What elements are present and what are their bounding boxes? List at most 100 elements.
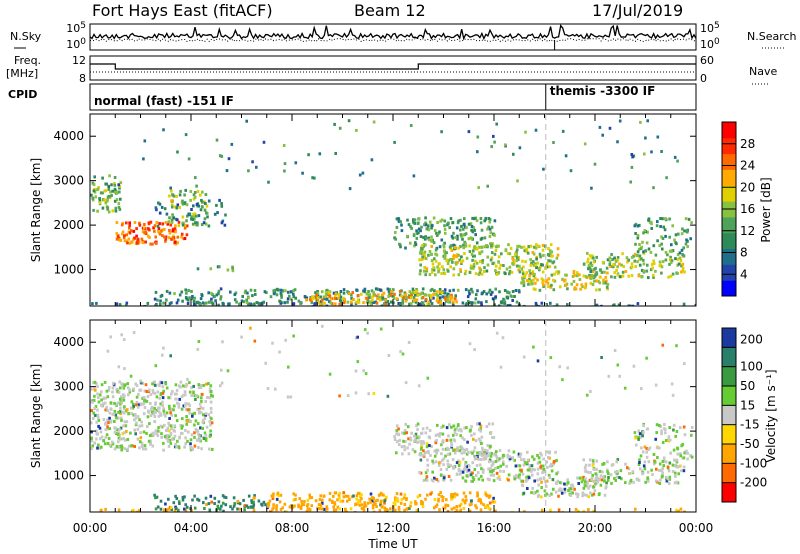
data-cell: [190, 433, 194, 437]
data-cell: [437, 300, 440, 304]
data-cell: [669, 274, 673, 278]
data-cell: [481, 261, 484, 265]
data-cell: [672, 428, 675, 432]
y-tick-label: 4000: [53, 335, 84, 349]
data-cell: [540, 277, 544, 281]
data-cell: [282, 144, 286, 147]
data-cell: [690, 221, 693, 225]
data-cell: [453, 246, 457, 249]
data-cell: [367, 290, 370, 293]
data-cell: [468, 503, 472, 507]
data-cell: [95, 301, 98, 305]
data-cell: [109, 407, 112, 411]
data-cell: [530, 279, 533, 283]
data-cell: [174, 383, 178, 387]
data-cell: [112, 412, 115, 416]
data-cell: [354, 391, 358, 395]
data-cell: [522, 491, 526, 495]
data-cell: [118, 190, 121, 194]
data-cell: [687, 217, 691, 221]
data-cell: [341, 499, 345, 503]
data-cell: [682, 465, 686, 469]
data-cell: [224, 213, 227, 217]
data-cell: [231, 507, 234, 511]
data-cell: [403, 431, 406, 435]
data-cell: [456, 288, 460, 292]
data-cell: [437, 499, 440, 503]
data-cell: [519, 452, 522, 456]
data-cell: [541, 248, 545, 252]
data-cell: [446, 269, 450, 273]
data-cell: [488, 478, 491, 482]
data-cell: [446, 297, 449, 301]
data-cell: [165, 508, 169, 512]
data-cell: [571, 274, 575, 278]
data-cell: [120, 448, 123, 452]
data-cell: [523, 275, 527, 278]
data-cell: [647, 217, 651, 221]
data-cell: [451, 236, 455, 240]
data-cell: [440, 291, 444, 295]
data-cell: [553, 272, 556, 276]
data-cell: [323, 507, 326, 511]
data-cell: [527, 282, 530, 286]
data-cell: [183, 507, 186, 511]
data-cell: [550, 250, 553, 254]
data-cell: [527, 458, 530, 462]
data-cell: [592, 509, 595, 512]
data-cell: [459, 268, 462, 272]
data-cell: [190, 394, 193, 397]
data-cell: [472, 226, 476, 230]
data-cell: [93, 407, 96, 410]
data-cell: [158, 211, 162, 215]
data-cell: [135, 510, 139, 512]
data-cell: [557, 272, 560, 275]
data-cell: [313, 176, 316, 180]
data-cell: [471, 451, 474, 455]
data-cell: [404, 292, 408, 296]
data-cell: [436, 423, 439, 427]
data-cell: [641, 240, 644, 244]
data-cell: [552, 288, 556, 292]
data-cell: [456, 221, 460, 225]
data-cell: [231, 269, 235, 273]
data-cell: [450, 441, 453, 445]
data-cell: [121, 232, 124, 236]
data-cell: [251, 160, 254, 164]
data-cell: [397, 507, 401, 511]
data-cell: [209, 407, 213, 410]
data-cell: [380, 504, 384, 508]
data-cell: [469, 499, 473, 503]
data-cell: [185, 233, 189, 237]
data-cell: [117, 202, 121, 206]
data-cell: [189, 442, 192, 446]
data-cell: [566, 287, 569, 291]
data-cell: [163, 227, 166, 231]
data-cell: [481, 449, 485, 452]
data-cell: [313, 302, 316, 306]
data-cell: [207, 502, 211, 506]
data-cell: [163, 435, 167, 439]
data-cell: [200, 447, 203, 451]
data-cell: [151, 444, 155, 448]
data-cell: [271, 507, 274, 511]
data-cell: [184, 503, 187, 507]
data-cell: [184, 442, 187, 446]
data-cell: [633, 224, 637, 228]
colorbar-tick-label: 8: [740, 246, 748, 260]
data-cell: [383, 501, 386, 505]
data-cell: [96, 392, 99, 396]
data-cell: [429, 453, 432, 457]
data-cell: [385, 495, 388, 499]
data-cell: [434, 460, 438, 464]
data-cell: [188, 212, 192, 216]
data-cell: [252, 496, 256, 500]
data-cell: [194, 221, 197, 225]
data-cell: [116, 401, 120, 405]
data-cell: [253, 302, 256, 306]
data-cell: [318, 152, 322, 156]
data-cell: [221, 340, 224, 344]
data-cell: [241, 295, 244, 298]
data-cell: [175, 392, 178, 396]
data-cell: [329, 297, 333, 301]
